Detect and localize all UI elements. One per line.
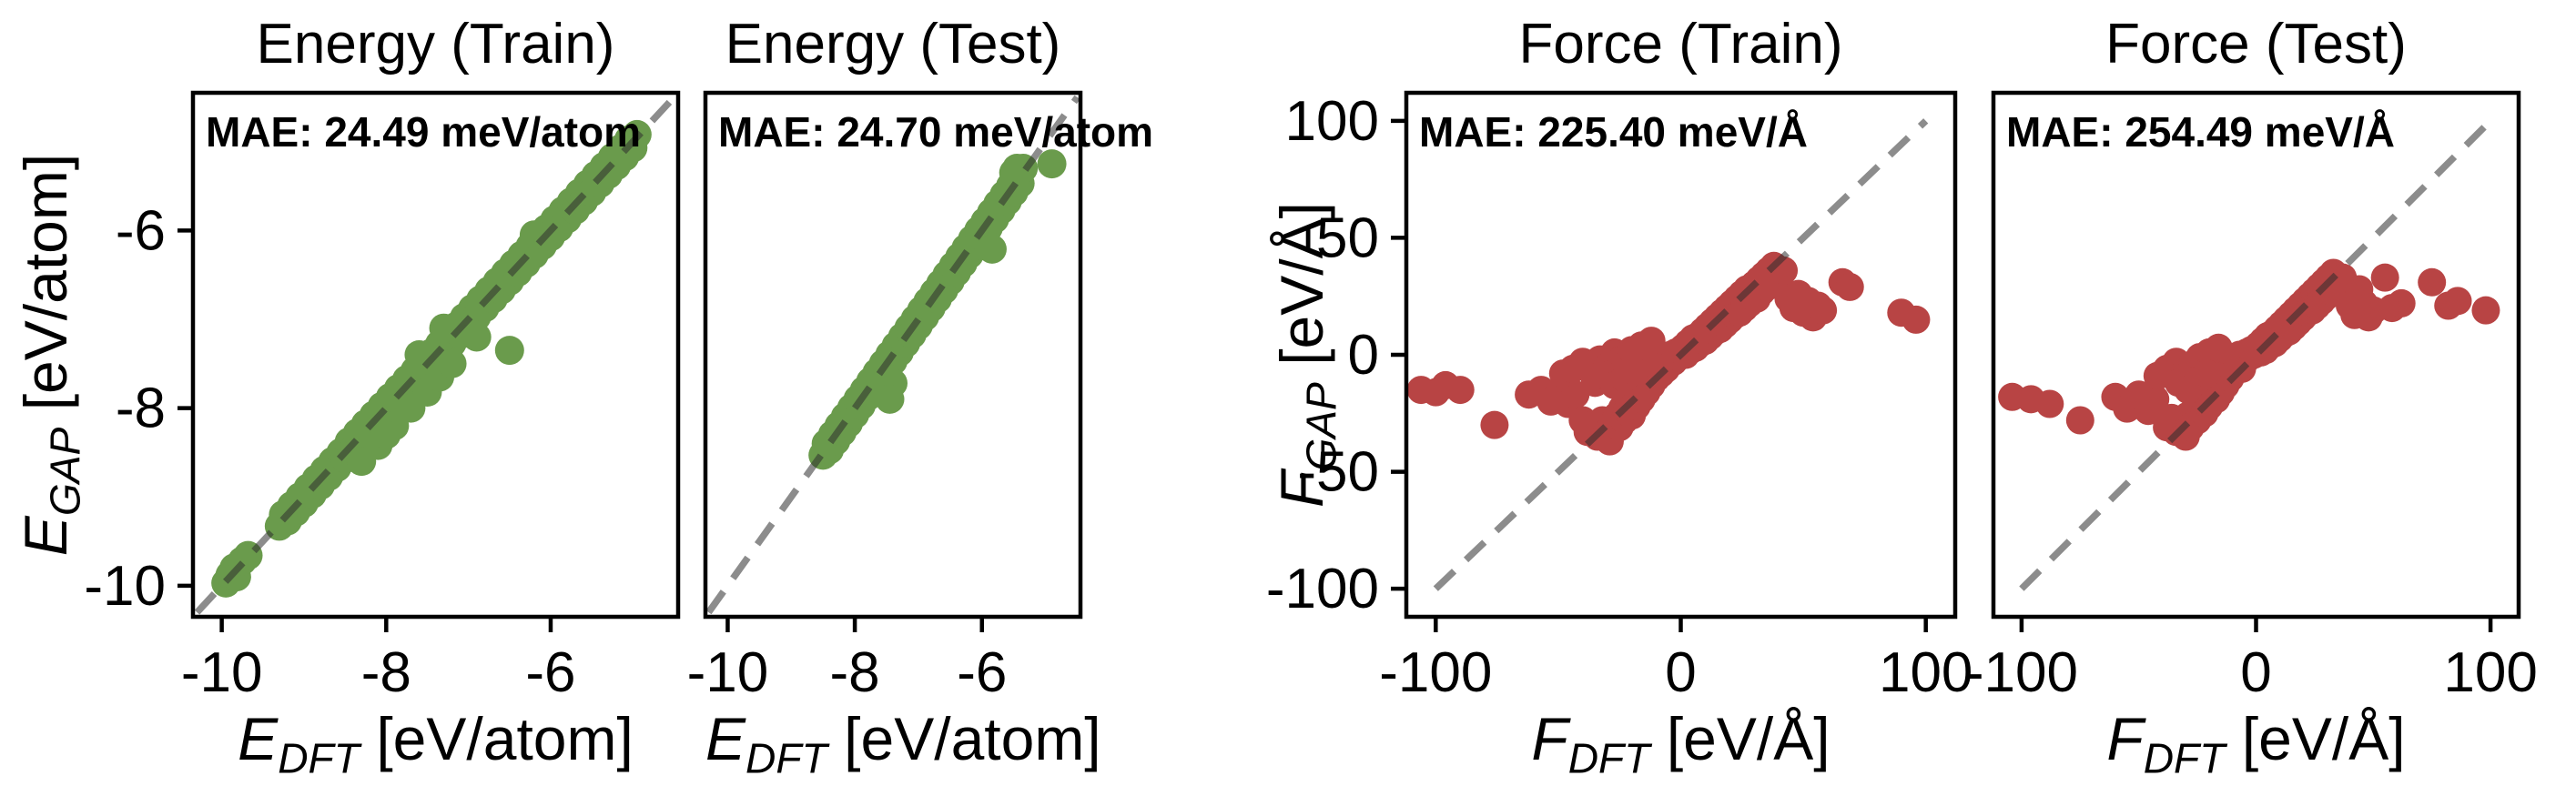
data-point [2443,287,2472,316]
y-tick-label: -100 [1266,558,1379,620]
plot-area-1: -10 -8 -6 [687,90,1083,704]
panel-title-force-test: Force (Test) [2105,13,2407,76]
y-axis-label-energy: EGAP [eV/atom] [12,153,89,557]
y-tick-label: 50 [1316,207,1379,269]
x-tick-label: 0 [2240,641,2271,704]
data-point [2035,389,2064,418]
x-axis-label-force-test: FDFT [eV/Å] [2106,705,2406,782]
plot-area-0: -10 -8 -6 -10 -8 -6 [84,90,681,704]
data-point [437,348,467,378]
mae-annotation-force-train: MAE: 225.40 meV/Å [1419,108,1808,156]
data-point [2387,288,2416,317]
x-tick-label: 100 [1879,641,1973,704]
x-axis-label-energy-train: EDFT [eV/atom] [238,705,634,782]
scatter-points [1998,258,2500,451]
data-point [494,336,524,366]
x-tick-label: 0 [1665,641,1696,704]
x-tick-label: -100 [1379,641,1492,704]
data-point [2471,296,2500,325]
data-point [1037,149,1067,179]
scatter-points [1406,251,1931,456]
plot-area-3: -100 0 100 [1965,90,2538,704]
data-point [1637,327,1666,356]
data-point [1619,357,1648,386]
data-point [1835,272,1864,301]
x-tick-label: -10 [687,641,769,704]
data-point [461,322,492,352]
panel-title-energy-train: Energy (Train) [256,13,615,76]
data-point [1902,305,1931,334]
data-point [2192,359,2221,388]
identity-line [1433,118,1929,591]
x-tick-label: -8 [361,641,411,704]
data-point [1809,296,1838,325]
data-point [1445,376,1475,405]
mae-annotation-force-test: MAE: 254.49 meV/Å [2006,108,2395,156]
x-axis-label-energy-test: EDFT [eV/atom] [705,705,1101,782]
plot-area-2: -100 0 100 -100 -50 0 50 100 [1266,90,1973,704]
panel-title-energy-test: Energy (Test) [725,13,1061,76]
identity-line [2019,118,2493,591]
y-tick-label: 100 [1285,90,1379,153]
data-point [1480,410,1509,439]
y-tick-label: -8 [116,378,166,440]
scatter-points [808,149,1067,470]
x-tick-label: 100 [2443,641,2537,704]
y-tick-label: -50 [1297,441,1379,504]
x-tick-label: -6 [957,641,1007,704]
data-point [875,384,905,414]
data-point [2065,406,2094,435]
y-axis-label-force: FGAP [eV/Å] [1268,202,1345,508]
y-tick-label: 0 [1348,324,1379,387]
data-point [429,313,459,343]
panel-title-force-train: Force (Train) [1518,13,1843,76]
identity-line [705,95,1080,615]
axes-box [703,90,1083,620]
data-point [2418,267,2447,297]
mae-annotation-energy-test: MAE: 24.70 meV/atom [718,108,1154,156]
axes-box [190,90,681,620]
data-point [2141,385,2170,414]
x-tick-label: -10 [181,641,263,704]
data-point [2370,263,2399,292]
mae-annotation-energy-train: MAE: 24.49 meV/atom [206,108,642,156]
identity-line [194,95,677,615]
data-point [999,157,1029,187]
x-tick-label: -8 [830,641,880,704]
data-point [371,419,401,449]
x-tick-label: -100 [1965,641,2078,704]
data-point [2204,333,2233,362]
data-point [977,234,1007,264]
y-tick-label: -6 [116,199,166,262]
x-tick-label: -6 [525,641,575,704]
x-axis-label-force-train: FDFT [eV/Å] [1531,705,1831,782]
y-tick-label: -10 [84,555,166,618]
